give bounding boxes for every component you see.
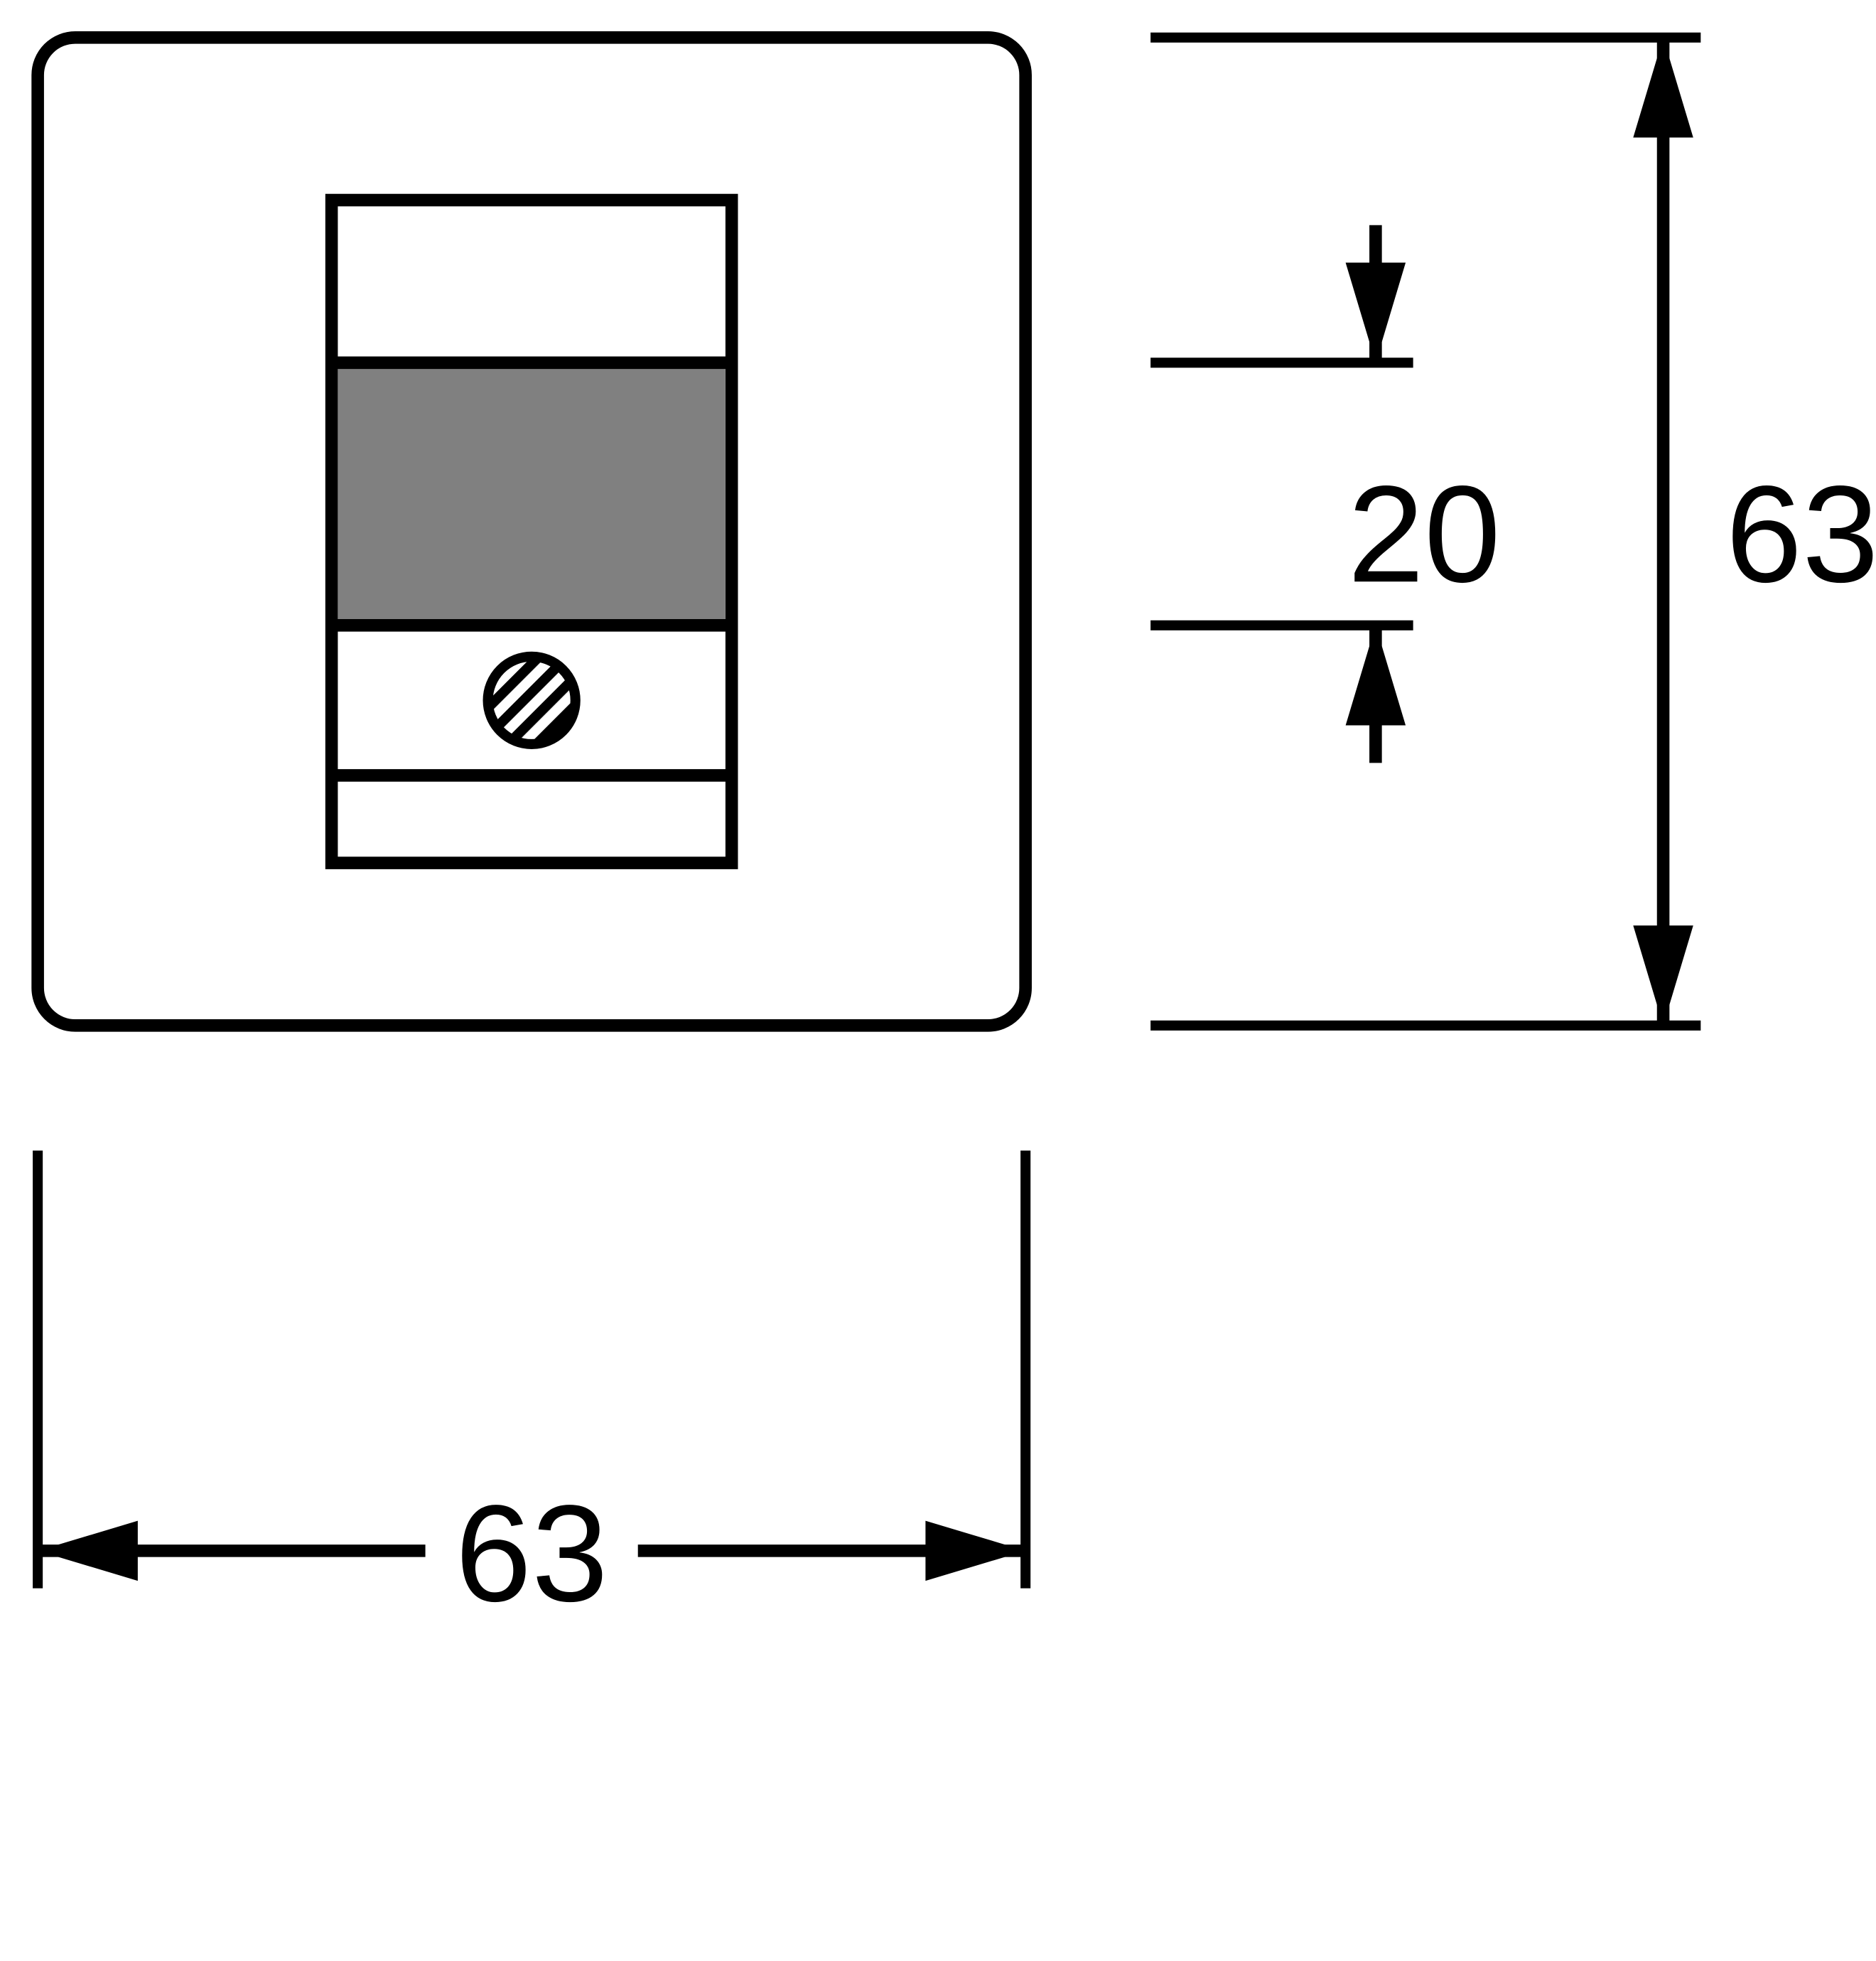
dimension-width: 63 — [38, 1151, 1025, 1630]
dimension-height: 63 — [1150, 38, 1876, 1026]
technical-drawing: 63 63 20 — [0, 0, 1876, 1961]
dimension-height-label: 63 — [1726, 458, 1876, 611]
dimension-window-height: 20 — [1150, 225, 1501, 763]
dimension-window-label: 20 — [1348, 458, 1501, 611]
dimension-width-label: 63 — [455, 1477, 608, 1630]
screw-icon — [488, 657, 576, 744]
inner-module — [332, 200, 732, 864]
